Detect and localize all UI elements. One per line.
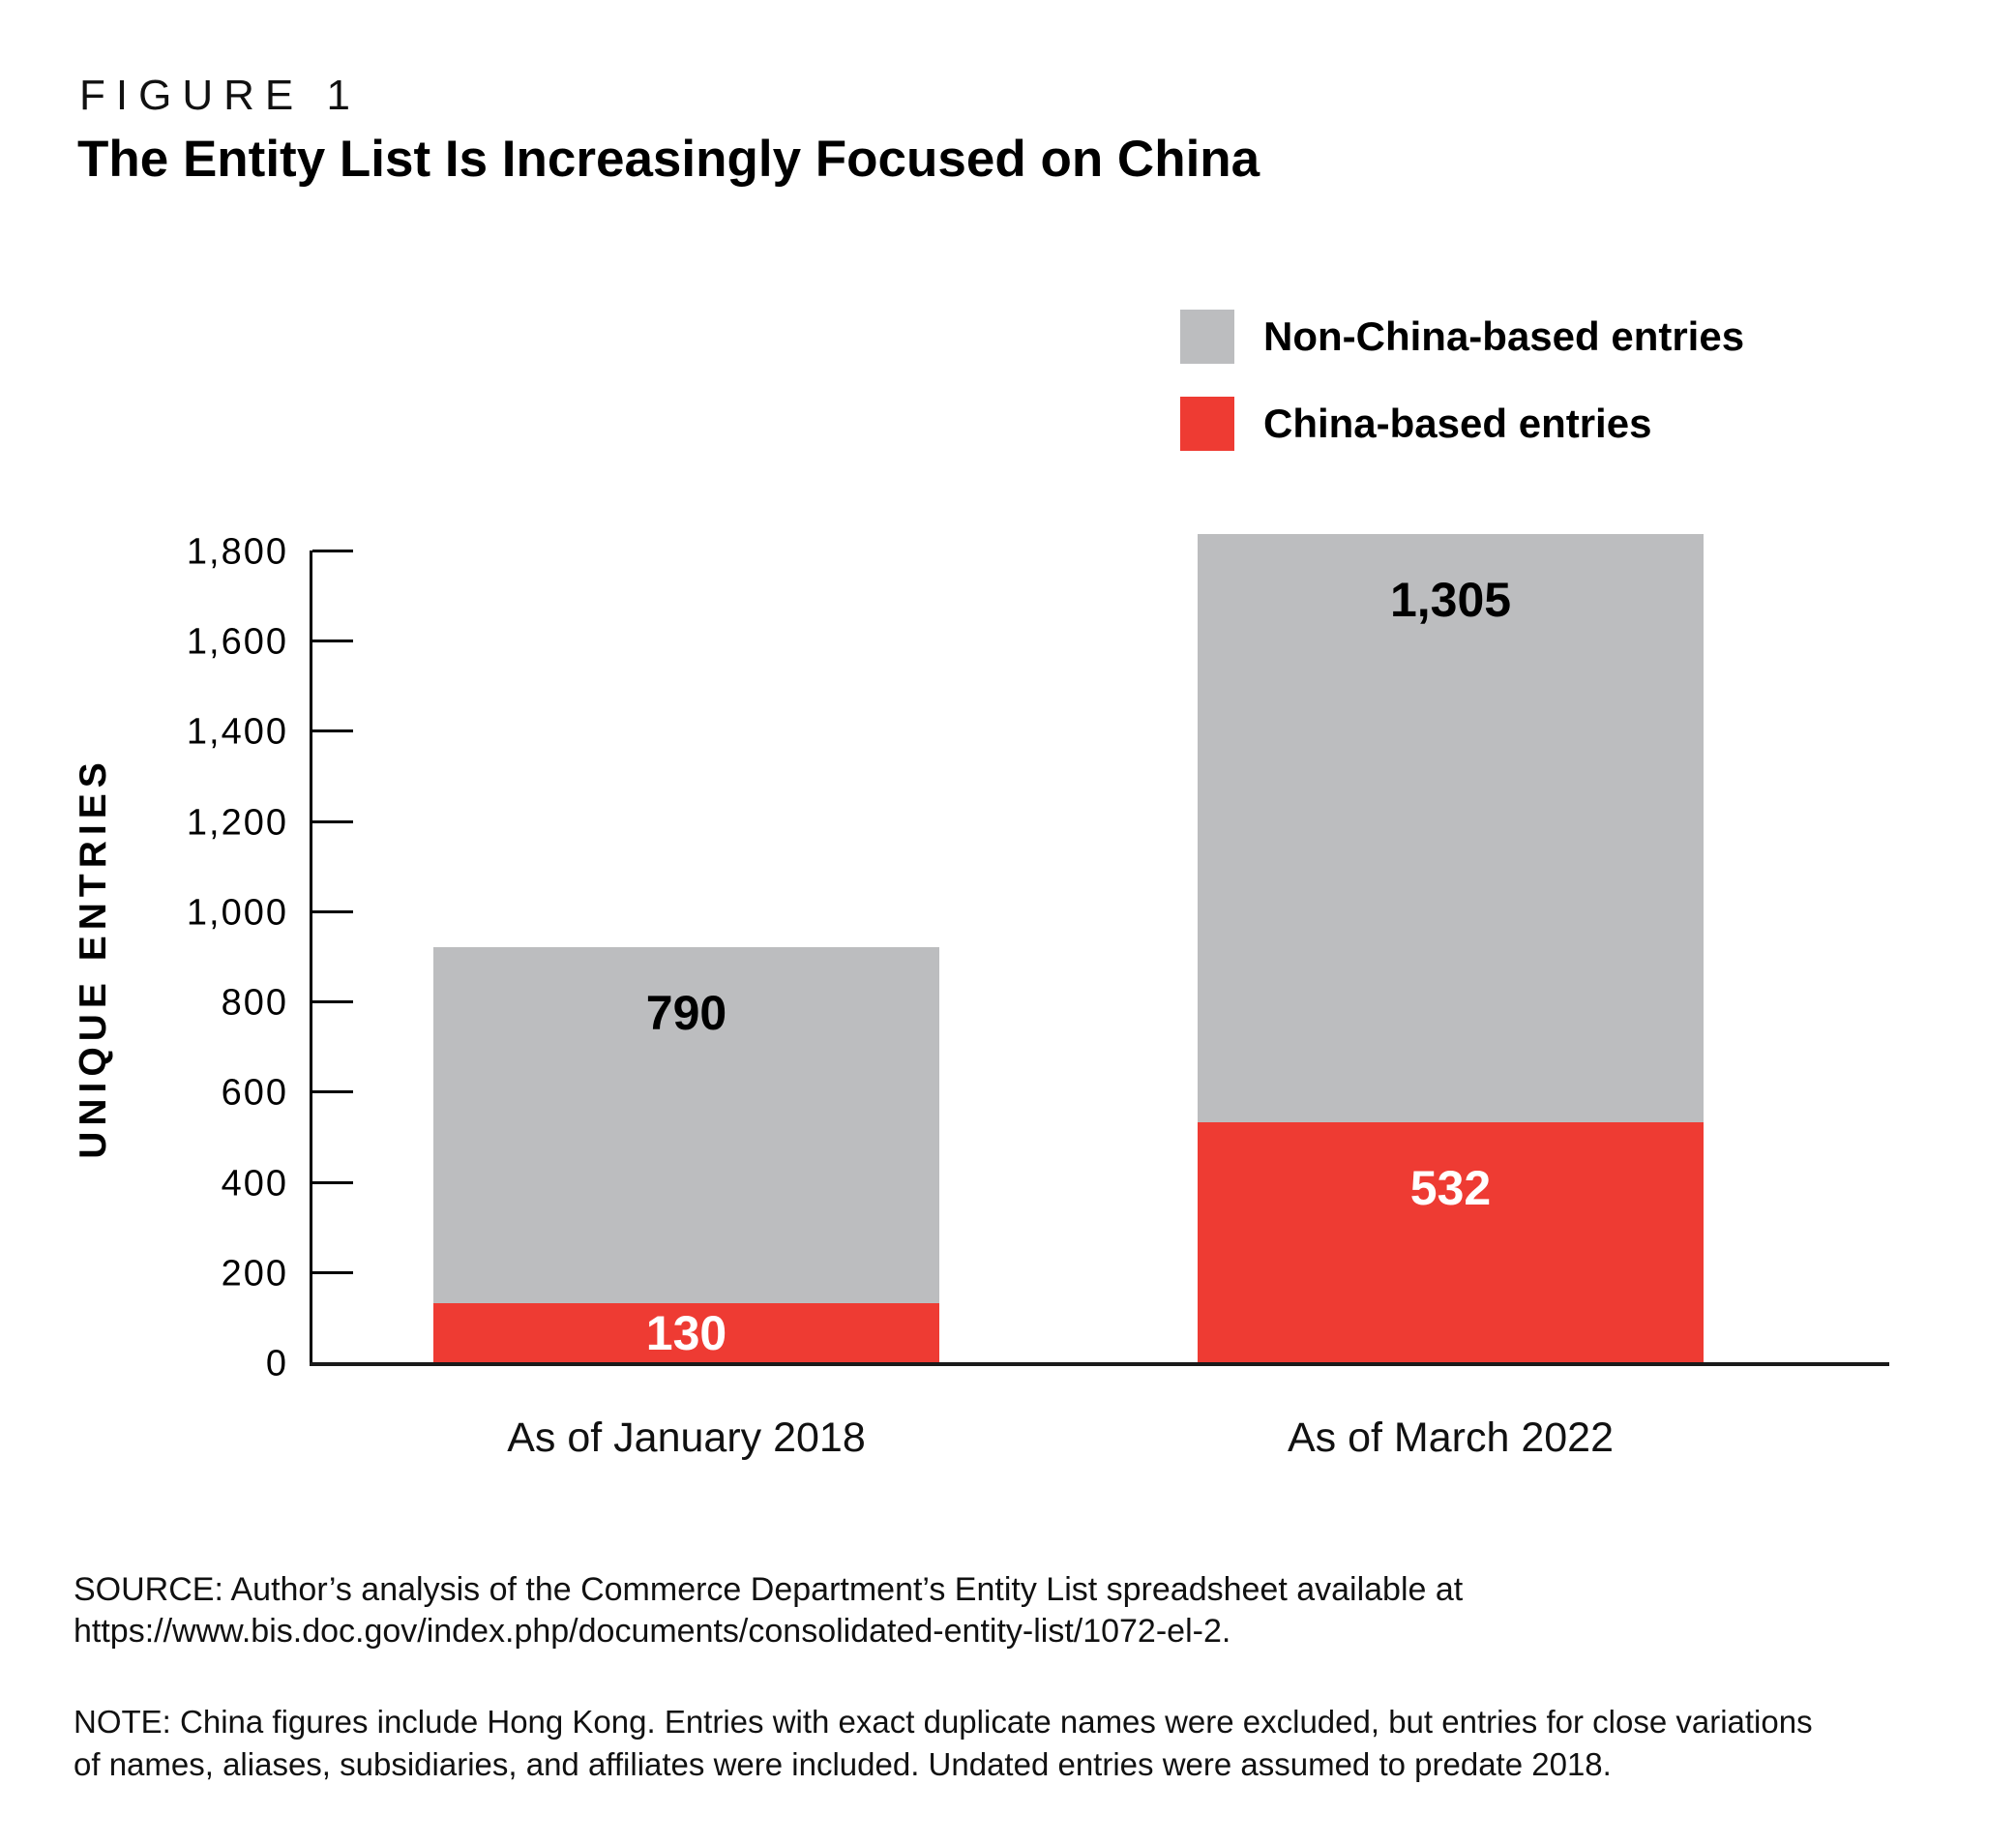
bar-value-label: 130	[645, 1305, 727, 1360]
legend-label: China-based entries	[1263, 401, 1652, 446]
bar-segment: 130	[433, 1303, 939, 1362]
y-tick-label: 1,000	[186, 892, 288, 934]
bar-segment: 790	[433, 947, 939, 1304]
y-tick-mark	[312, 640, 353, 643]
y-tick-mark	[312, 909, 353, 913]
y-tick-label: 0	[265, 1343, 288, 1384]
figure-number-label: FIGURE 1	[79, 72, 361, 119]
legend-swatch	[1180, 397, 1234, 451]
figure-title: The Entity List Is Increasingly Focused …	[77, 131, 1260, 188]
y-tick-label: 1,200	[186, 802, 288, 844]
y-tick-label: 200	[221, 1253, 288, 1294]
y-tick-mark	[312, 1000, 353, 1004]
legend: Non-China-based entries China-based entri…	[1180, 310, 1744, 451]
bar-segment: 1,305	[1198, 533, 1704, 1123]
source-note: SOURCE: Author’s analysis of the Commerc…	[74, 1569, 1463, 1652]
y-axis-line	[310, 551, 312, 1362]
y-tick-label: 400	[221, 1163, 288, 1205]
x-category-label: As of March 2022	[1287, 1414, 1615, 1461]
legend-item: China-based entries	[1180, 397, 1744, 451]
y-tick-mark	[312, 819, 353, 823]
bar-value-label: 790	[645, 986, 727, 1041]
y-tick-mark	[312, 550, 353, 552]
bar-value-label: 1,305	[1389, 572, 1512, 627]
y-tick-mark	[312, 729, 353, 733]
note-line: of names, aliases, subsidiaries, and aff…	[74, 1745, 1612, 1782]
legend-swatch	[1180, 310, 1234, 364]
x-axis-line	[310, 1362, 1889, 1366]
legend-item: Non-China-based entries	[1180, 310, 1744, 364]
note-line: NOTE: China figures include Hong Kong. E…	[74, 1704, 1813, 1740]
y-tick-mark	[312, 1270, 353, 1274]
y-tick-label: 600	[221, 1072, 288, 1114]
y-tick-label: 1,400	[186, 711, 288, 753]
bar-value-label: 532	[1409, 1161, 1492, 1216]
bar-segment: 532	[1198, 1122, 1704, 1362]
y-tick-label: 800	[221, 982, 288, 1024]
method-note: NOTE: China figures include Hong Kong. E…	[74, 1701, 1813, 1785]
y-tick-label: 1,600	[186, 621, 288, 663]
y-tick-mark	[312, 1180, 353, 1184]
source-line: SOURCE: Author’s analysis of the Commerc…	[74, 1571, 1464, 1608]
legend-label: Non-China-based entries	[1263, 313, 1745, 359]
source-line: https://www.bis.doc.gov/index.php/docume…	[74, 1612, 1231, 1650]
y-tick-mark	[312, 1090, 353, 1094]
x-category-label: As of January 2018	[507, 1414, 866, 1461]
y-tick-label: 1,800	[186, 531, 288, 573]
